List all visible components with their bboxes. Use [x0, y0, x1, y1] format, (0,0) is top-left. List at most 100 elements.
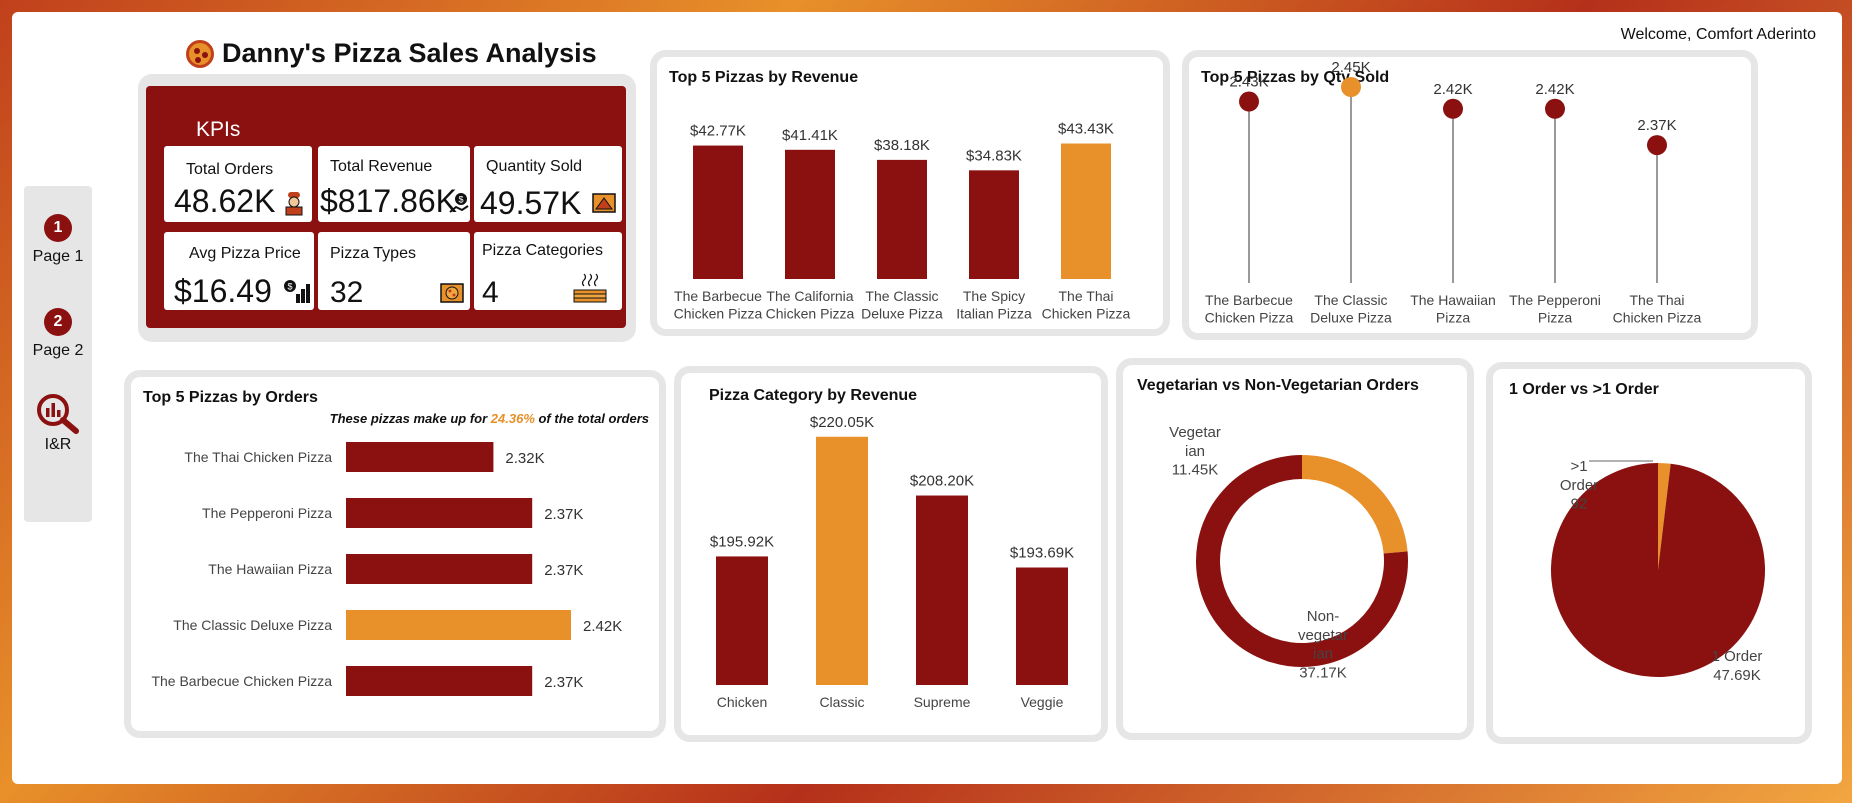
card-top5-revenue: Top 5 Pizzas by Revenue $42.77K The Barbe…	[650, 50, 1170, 336]
lollipop-dot	[1545, 98, 1565, 119]
category-label: The Pepperoni Pizza	[202, 505, 332, 521]
data-label: $43.43K	[1058, 120, 1114, 137]
bar	[346, 498, 533, 528]
nav-insights-label: I&R	[44, 436, 72, 453]
nav-page-2-number: 2	[44, 308, 72, 336]
hot-pizza-stack-icon	[573, 273, 607, 303]
data-label: 2.37K	[544, 562, 583, 579]
bar	[1016, 567, 1068, 685]
kpi-panel-inner: KPIs Total Orders 48.62K Total Revenue $…	[146, 86, 626, 328]
kpi-value: 4	[482, 276, 499, 309]
bar	[346, 442, 494, 472]
svg-text:$: $	[288, 282, 293, 292]
kpi-label: Total Orders	[186, 161, 274, 178]
category-label: Supreme	[914, 694, 971, 710]
card-top5-qty: Top 5 Pizzas by Qty Sold 2.43K The Barbec…	[1182, 50, 1758, 340]
category-label: Chicken	[717, 694, 768, 710]
chart-title: 1 Order vs >1 Order	[1509, 381, 1659, 398]
pizza-slice-icon	[440, 283, 464, 303]
category-label: The Barbecue Chicken Pizza	[674, 288, 763, 322]
bar	[785, 149, 835, 279]
kpi-label: Total Revenue	[330, 158, 433, 175]
top5-revenue-chart: $42.77K The Barbecue Chicken Pizza $41.41K T…	[674, 120, 1131, 322]
data-label: $193.69K	[1010, 544, 1074, 561]
slice-label: Non-vegetar ian 37.17K	[1298, 608, 1348, 681]
category-revenue-chart: $195.92K Chicken $220.05K Classic $208.20K Su…	[710, 414, 1074, 710]
data-label: 2.42K	[1535, 81, 1574, 98]
svg-text:$: $	[459, 195, 464, 205]
nav-page-1[interactable]: 1 Page 1	[24, 214, 92, 266]
data-label: $41.41K	[782, 127, 838, 144]
nav-page-2[interactable]: 2 Page 2	[24, 308, 92, 360]
data-label: 2.43K	[1229, 74, 1268, 91]
kpi-quantity-sold: Quantity Sold 49.57K	[474, 146, 622, 222]
data-label: $38.18K	[874, 137, 930, 154]
note-prefix: These pizzas make up for	[329, 411, 491, 426]
kpi-label: Quantity Sold	[486, 158, 583, 175]
kpi-total-orders: Total Orders 48.62K	[164, 146, 312, 222]
kpi-total-revenue: Total Revenue $817.86K $	[318, 146, 470, 222]
category-label: The Barbecue Chicken Pizza	[151, 673, 332, 689]
category-label: The Classic Deluxe Pizza	[861, 288, 943, 322]
nav-insights[interactable]: I&R	[24, 392, 92, 454]
page-title: Danny's Pizza Sales Analysis	[186, 38, 597, 69]
chart-title: Top 5 Pizzas by Revenue	[669, 69, 859, 86]
data-label: 2.32K	[505, 450, 544, 467]
category-label: Classic	[819, 694, 864, 710]
category-label: The Thai Chicken Pizza	[184, 449, 332, 465]
category-label: Veggie	[1021, 694, 1064, 710]
kpi-heading: KPIs	[196, 118, 241, 141]
lollipop-dot	[1341, 77, 1361, 97]
category-label: The Hawaiian Pizza	[1410, 292, 1496, 326]
money-hand-icon: $	[449, 193, 469, 213]
pie-slice	[1302, 455, 1408, 554]
orders-share-note: These pizzas make up for 24.36% of the t…	[330, 411, 649, 426]
bar	[877, 159, 927, 279]
nav-page-2-label: Page 2	[32, 342, 84, 359]
bar	[1061, 143, 1111, 279]
note-suffix: of the total orders	[534, 411, 649, 426]
welcome-text: Welcome, Comfort Aderinto	[1620, 26, 1816, 43]
data-label: 2.37K	[544, 674, 583, 691]
card-category-revenue: Pizza Category by Revenue $195.92K Chicke…	[674, 366, 1108, 742]
category-label: The Classic Deluxe Pizza	[173, 617, 332, 633]
kpi-label: Pizza Categories	[482, 242, 603, 259]
data-label: 2.42K	[583, 618, 622, 635]
bar	[969, 170, 1019, 279]
category-label: The California Chicken Pizza	[766, 288, 855, 322]
data-label: $195.92K	[710, 533, 774, 550]
kpi-value: $16.49	[174, 273, 272, 309]
card-top5-orders: Top 5 Pizzas by Orders These pizzas make…	[124, 370, 666, 738]
nav-page-1-number: 1	[44, 214, 72, 242]
data-label: $42.77K	[690, 123, 746, 140]
kpi-label: Avg Pizza Price	[189, 245, 301, 262]
top5-qty-chart: 2.43K The Barbecue Chicken Pizza 2.45K The C…	[1205, 59, 1702, 326]
data-label: $34.83K	[966, 147, 1022, 164]
chart-title: Top 5 Pizzas by Orders	[143, 389, 318, 406]
lollipop-dot	[1647, 135, 1667, 156]
data-label: 2.37K	[1637, 117, 1676, 134]
category-label: The Thai Chicken Pizza	[1613, 292, 1702, 326]
category-label: The Classic Deluxe Pizza	[1310, 292, 1392, 326]
pizza-box-icon	[592, 193, 616, 213]
lollipop-dot	[1239, 91, 1259, 112]
pie-slice	[1551, 463, 1765, 677]
magnifier-chart-icon	[37, 394, 79, 434]
kpi-avg-pizza-price: Avg Pizza Price $16.49 $	[164, 232, 314, 310]
note-percent: 24.36%	[490, 411, 535, 426]
kpi-pizza-categories: Pizza Categories 4	[474, 232, 622, 310]
bar	[816, 436, 868, 685]
price-chart-icon: $	[284, 280, 310, 303]
data-label: 2.45K	[1331, 59, 1370, 76]
chef-icon	[285, 192, 303, 216]
pie-slice	[1658, 463, 1671, 570]
card-order-count: 1 Order vs >1 Order >1 Order 92 1 Order 47.6…	[1486, 362, 1812, 744]
slice-label: >1 Order 92	[1560, 458, 1598, 513]
kpi-pizza-types: Pizza Types 32	[318, 232, 470, 310]
bar	[693, 145, 743, 279]
slice-label: 1 Order 47.69K	[1712, 648, 1763, 684]
page-navigator: 1 Page 1 2 Page 2 I&R	[24, 186, 92, 522]
kpi-label: Pizza Types	[330, 245, 416, 262]
data-label: 2.42K	[1433, 81, 1472, 98]
kpi-value: 49.57K	[480, 185, 582, 221]
